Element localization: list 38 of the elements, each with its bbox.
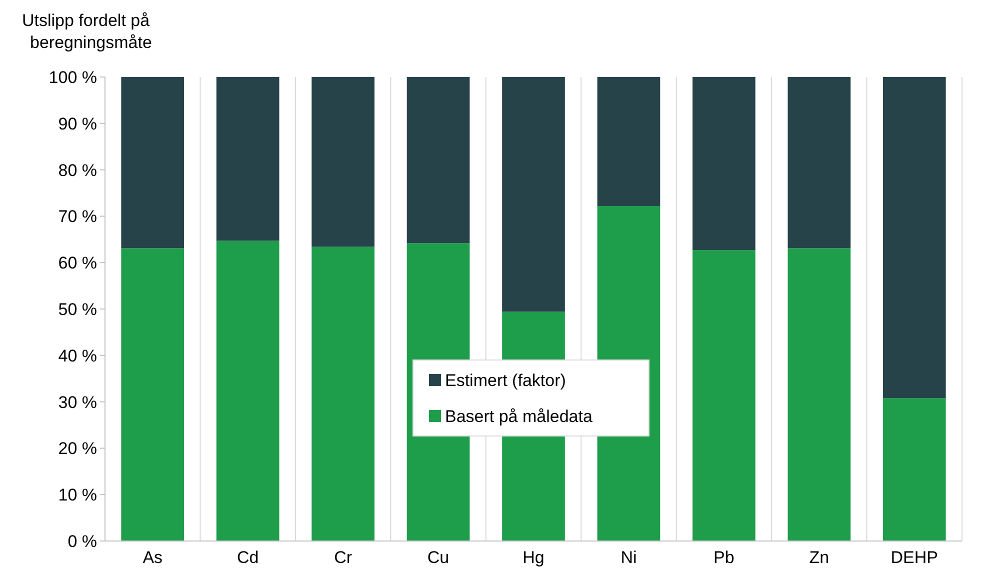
bar (312, 77, 374, 247)
bar (121, 77, 184, 248)
bar (692, 77, 756, 250)
y-tick-label: 90 % (58, 114, 97, 134)
bar (882, 77, 946, 398)
legend-label: Estimert (faktor) (445, 370, 566, 390)
bar (216, 240, 280, 541)
bar (216, 77, 280, 241)
x-tick-label: Zn (809, 548, 830, 567)
legend-label: Basert på måledata (445, 406, 593, 426)
bar (121, 248, 184, 541)
y-tick-label: 40 % (58, 346, 97, 366)
y-tick-label: 60 % (58, 254, 97, 273)
y-tick-label: 20 % (58, 439, 97, 458)
y-axis-title: Utslipp fordelt på beregningsmåte (22, 11, 152, 52)
y-tick-label: 70 % (58, 207, 97, 226)
x-tick-label: Cu (427, 548, 450, 567)
y-tick-label: 30 % (58, 392, 97, 412)
x-tick-label: DEHP (890, 548, 938, 567)
bar (692, 250, 756, 541)
x-tick-label: Cd (236, 548, 259, 567)
bar (502, 77, 565, 312)
bar (788, 248, 851, 541)
bar (597, 77, 660, 206)
x-tick-label: Cr (334, 548, 352, 567)
x-tick-label: Pb (714, 548, 734, 567)
y-tick-label: 50 % (58, 300, 97, 319)
x-tick-label: Hg (522, 548, 544, 567)
y-tick-label: 100 % (48, 68, 97, 87)
y-tick-label: 10 % (58, 486, 97, 505)
bar (406, 77, 470, 244)
bar (788, 77, 851, 248)
x-tick-label: Ni (620, 548, 637, 567)
bar (882, 398, 946, 541)
y-tick-label: 0 % (68, 532, 97, 551)
y-tick-label: 80 % (58, 160, 97, 180)
bar (312, 246, 374, 541)
x-tick-label: As (142, 548, 163, 567)
